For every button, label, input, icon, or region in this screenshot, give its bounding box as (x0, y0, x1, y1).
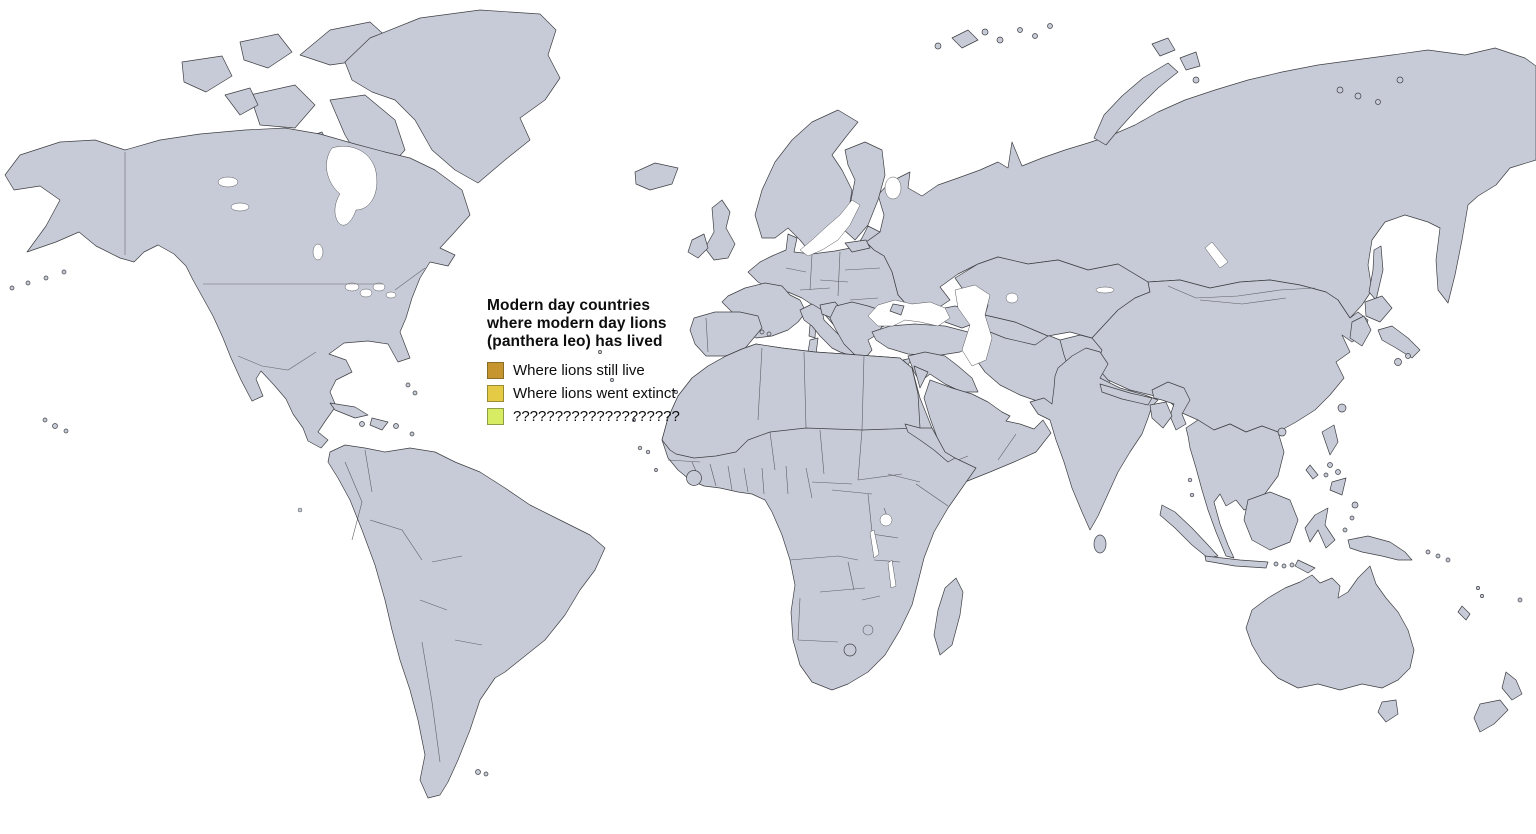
region-scandinavia (754, 109, 859, 253)
hudson-bay (326, 146, 378, 226)
legend-swatch-unknown (487, 407, 504, 425)
region-lesotho (843, 643, 857, 657)
south-america-borders (344, 449, 483, 763)
legend-item-unknown: ???????????????????? (487, 407, 697, 425)
region-iceland (634, 162, 679, 191)
us-mexico-border (237, 351, 317, 371)
region-southeast-asia (1185, 419, 1285, 559)
great-lake (344, 282, 360, 292)
region-korea (1349, 315, 1372, 347)
region-falkland-islands (475, 769, 489, 777)
region-sierra-leone (686, 470, 702, 486)
region-caribbean-islands (329, 382, 418, 437)
legend-items: Where lions still live Where lions went … (487, 361, 697, 425)
legend-title: Modern day countries where modern day li… (487, 297, 667, 350)
caspian-sea (954, 284, 993, 367)
region-hawaii (42, 417, 69, 434)
region-atlantic-islands (598, 350, 658, 472)
region-pacific-islands (1425, 549, 1523, 621)
great-lake (385, 291, 397, 299)
region-turkey (871, 323, 976, 357)
baltic-sea (799, 199, 861, 257)
region-greenland (344, 9, 561, 184)
lake-tanganyika (869, 529, 880, 559)
region-swaziland-outline (862, 624, 874, 636)
region-crimea (889, 303, 905, 316)
region-philippines (1305, 424, 1347, 496)
region-northeast-india (1151, 381, 1191, 431)
white-sea (884, 176, 902, 200)
region-russian-arctic-islands (934, 23, 1404, 146)
region-nepal-bhutan (1099, 383, 1153, 406)
lake-winnipeg (312, 243, 324, 261)
region-sri-lanka (1093, 534, 1107, 554)
aral-sea (1005, 292, 1019, 304)
region-aleutian-islands (9, 269, 67, 291)
region-hainan (1277, 427, 1287, 437)
region-latvia (844, 239, 871, 253)
lake-malawi (887, 559, 897, 589)
region-taiwan (1337, 403, 1347, 413)
region-galapagos (297, 507, 303, 513)
region-ireland (687, 233, 709, 259)
lake-balkhash (1095, 286, 1115, 294)
region-south-america (327, 444, 606, 799)
great-lake (359, 288, 373, 298)
region-eritrea-djibouti (904, 423, 956, 463)
region-new-zealand (1473, 671, 1523, 733)
africa-borders (667, 347, 949, 643)
portugal-spain-border (705, 317, 709, 353)
region-sinai (913, 365, 929, 389)
legend-label-still-live: Where lions still live (513, 361, 645, 379)
great-slave-lake (230, 202, 250, 212)
europe-borders (785, 251, 881, 301)
great-lake (372, 282, 386, 292)
legend-item-still-live: Where lions still live (487, 361, 697, 379)
legend-item-extinct: Where lions went extinct (487, 384, 697, 402)
region-sakhalin (1368, 245, 1384, 301)
legend-swatch-extinct (487, 384, 504, 402)
region-north-africa (661, 343, 921, 459)
black-sea (867, 299, 951, 327)
legend-label-extinct: Where lions went extinct (513, 384, 676, 402)
mongolia-borders (1167, 285, 1316, 305)
region-tasmania (1377, 699, 1399, 723)
great-bear-lake (217, 176, 239, 188)
region-bangladesh (1149, 401, 1173, 429)
region-madagascar (933, 577, 964, 656)
legend-label-unknown: ???????????????????? (513, 407, 680, 425)
lake-baikal (1204, 241, 1229, 269)
region-indonesia (1159, 477, 1413, 574)
region-iberia (674, 311, 772, 397)
region-north-america-mainland (4, 127, 471, 449)
map-legend: Modern day countries where modern day li… (487, 297, 697, 425)
lake-victoria (879, 513, 893, 527)
region-australia (1245, 565, 1415, 691)
legend-swatch-still-live (487, 361, 504, 379)
region-uk (704, 199, 736, 261)
region-japan (1364, 295, 1421, 366)
us-canada-border (203, 267, 426, 291)
